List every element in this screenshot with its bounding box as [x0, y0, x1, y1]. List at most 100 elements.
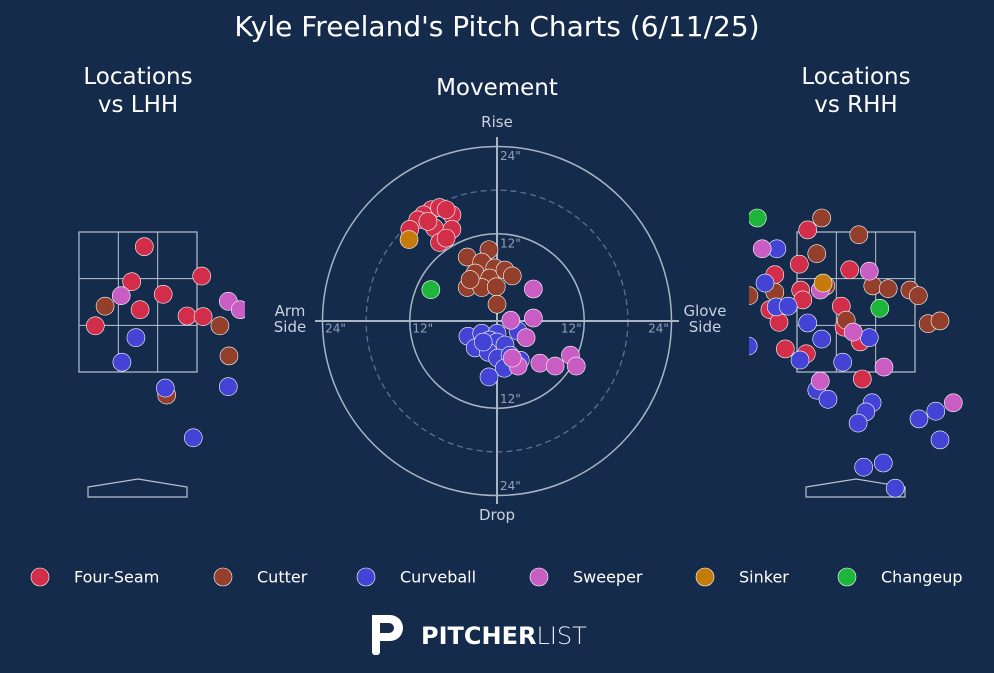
pitch-dot	[854, 457, 874, 477]
pitch-dot	[524, 308, 543, 328]
pitch-dot	[848, 413, 868, 433]
pitch-dot	[479, 367, 499, 387]
pitch-dot	[111, 286, 131, 306]
axis-label: Arm Side	[273, 302, 307, 336]
logo-text: PITCHERLIST	[421, 622, 587, 650]
pitch-dot	[798, 313, 818, 333]
pitch-dot	[769, 312, 789, 332]
pitch-dot	[885, 478, 905, 498]
panel-title: Locations vs LHH	[83, 64, 193, 118]
pitch-dot	[749, 208, 767, 228]
legend-marker	[213, 567, 233, 587]
pitch-dot	[859, 328, 879, 348]
pitch-dot	[926, 401, 946, 421]
pitch-dot	[135, 237, 154, 256]
pitch-dot	[399, 230, 419, 249]
legend-marker	[356, 567, 376, 587]
pitch-dot	[210, 316, 230, 336]
pitch-dot	[749, 286, 759, 305]
pitch-dot	[943, 393, 963, 413]
pitch-dot	[193, 307, 213, 327]
legend-label: Sinker	[739, 568, 789, 587]
y-tick-label: 12"	[500, 236, 521, 250]
pitch-dot	[833, 352, 853, 372]
pitch-dot	[812, 208, 832, 228]
pitch-dot	[818, 389, 838, 409]
pitch-dot	[778, 296, 798, 316]
pitch-dot	[789, 254, 809, 274]
pitch-dot	[908, 286, 928, 306]
pitch-dot	[530, 353, 550, 373]
pitch-dot	[473, 332, 493, 352]
pitch-dot	[153, 284, 173, 304]
pitch-dot	[460, 270, 480, 289]
panel-title: Movement	[436, 75, 558, 101]
legend-label: Cutter	[257, 568, 308, 587]
x-tick-label: 24"	[325, 322, 346, 336]
pitch-dot	[130, 300, 150, 320]
legend-label: Changeup	[881, 568, 963, 587]
x-tick-label: 12"	[561, 322, 582, 336]
pitch-dot	[126, 328, 146, 348]
x-tick-label: 12"	[412, 322, 433, 336]
y-tick-label: 12"	[500, 392, 521, 406]
pitch-dot	[930, 430, 950, 450]
legend-marker	[837, 567, 857, 587]
pitch-dot	[95, 296, 115, 316]
legend-marker	[695, 567, 715, 587]
pitch-dot	[807, 244, 827, 263]
panel-title: Locations vs RHH	[801, 64, 911, 118]
pitch-dot	[859, 261, 879, 281]
legend-label: Curveball	[400, 568, 476, 587]
pitch-dot	[502, 266, 522, 286]
pitch-dot	[849, 225, 869, 245]
axis-label: Rise	[481, 113, 513, 131]
pitch-dot	[219, 377, 238, 397]
y-tick-label: 24"	[500, 479, 521, 493]
pitch-dot	[874, 357, 894, 377]
axis-label: Drop	[478, 506, 516, 524]
pitch-dot	[870, 298, 890, 318]
pitch-dot	[930, 311, 950, 331]
pitch-dot	[184, 428, 203, 448]
pitch-dot	[813, 273, 833, 293]
pitch-dot	[810, 371, 830, 391]
logo: PITCHERLIST	[372, 615, 587, 655]
legend-marker	[529, 567, 549, 587]
pitch-dot	[501, 310, 521, 330]
pitch-dot	[524, 279, 543, 299]
pitch-dot	[798, 220, 818, 240]
pitch-dot	[752, 239, 772, 259]
points	[86, 237, 245, 448]
pitch-dot	[516, 328, 536, 348]
pitch-dot	[436, 228, 456, 248]
logo-light: LIST	[536, 622, 587, 650]
home-plate	[87, 478, 188, 498]
pitch-dot	[122, 272, 141, 292]
page-title: Kyle Freeland's Pitch Charts (6/11/25)	[234, 10, 760, 43]
pitch-dot	[421, 280, 441, 300]
pitch-dot	[749, 336, 758, 356]
pitch-dot	[192, 266, 211, 286]
legend-label: Sweeper	[573, 568, 643, 587]
y-tick-label: 24"	[500, 149, 521, 163]
pitch-dot	[790, 350, 810, 370]
pitch-dot	[840, 260, 860, 280]
pitch-dot	[112, 352, 132, 372]
pitch-dot	[230, 300, 245, 319]
x-tick-label: 24"	[648, 322, 669, 336]
pitch-dot	[487, 294, 507, 314]
movement-panel: 24" 12" 12" 24" 24" 12" 12" 24"	[315, 137, 679, 504]
pitch-dot	[436, 200, 456, 220]
pitch-dot	[486, 277, 506, 297]
pitch-dot	[545, 356, 565, 376]
strike-zone	[78, 231, 198, 373]
legend-label: Four-Seam	[74, 568, 159, 587]
legend-marker	[30, 567, 50, 587]
pitch-dot	[566, 356, 586, 376]
pitch-dot	[177, 306, 197, 326]
pitch-dot	[502, 348, 522, 368]
pitch-dot	[86, 316, 105, 336]
